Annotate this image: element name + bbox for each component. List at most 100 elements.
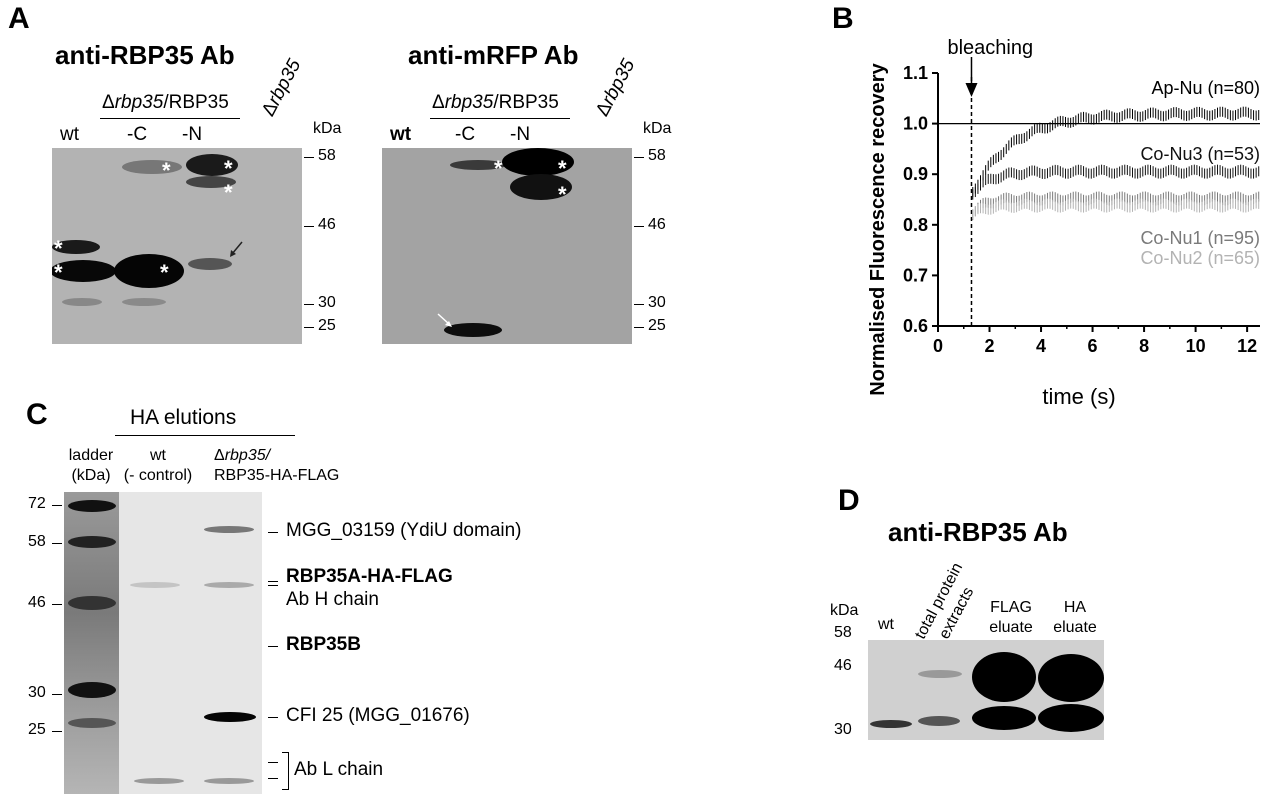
gel-band: [68, 500, 116, 512]
panel-c-marker-25: 25: [28, 721, 46, 738]
panel-c-header: HA elutions: [130, 406, 237, 429]
panel-a-left-blot: * * * * * *: [52, 148, 302, 344]
panel-a-left-lane-delta: Δrbp35: [258, 55, 306, 120]
y-tick-label: 0.9: [903, 164, 928, 184]
marker-tick: [304, 157, 314, 158]
y-tick-label: 0.8: [903, 215, 928, 235]
panel-a-left-group-line: [100, 118, 240, 119]
panel-a-right-blot: * * *: [382, 148, 632, 344]
panel-d-letter: D: [838, 484, 860, 517]
panel-a-right-group-label: Δrbp35/RBP35: [432, 92, 559, 113]
panel-a-left-marker-46: 46: [318, 216, 336, 233]
panel-a-right-marker-30: 30: [648, 294, 666, 311]
y-tick-label: 0.7: [903, 265, 928, 285]
star-marker: *: [54, 236, 63, 261]
marker-tick: [52, 694, 62, 695]
blot-band: [1038, 704, 1104, 732]
blot-band: [52, 240, 100, 254]
recovery-chart: bleaching 0.6 0.7 0.8 0.9 1.0 1.1 0 2 4 6 8 10 12 tim…: [867, 37, 1260, 409]
panel-c-annotation-cfi25: CFI 25 (MGG_01676): [286, 705, 470, 726]
gel-band: [68, 596, 116, 610]
y-tick-label: 1.0: [903, 114, 928, 134]
annotation-tick: [268, 581, 278, 582]
blot-band: [122, 298, 166, 306]
panel-d-marker-30: 30: [834, 721, 852, 738]
gel-band: [204, 526, 254, 533]
marker-tick: [304, 226, 314, 227]
panel-d-kda-label: kDa: [830, 602, 859, 619]
panel-c-marker-58: 58: [28, 533, 46, 550]
marker-tick: [52, 543, 62, 544]
arrow-icon: [437, 313, 452, 327]
gel-band: [204, 712, 256, 722]
blot-band: [918, 716, 960, 726]
gel-band: [204, 582, 254, 588]
blot-band: [918, 670, 962, 678]
panel-c-annotation-ab-l-chain: Ab L chain: [294, 759, 384, 780]
panel-c-gel: [64, 492, 262, 794]
marker-tick: [304, 327, 314, 328]
blot-band: [972, 706, 1036, 730]
panel-c-marker-30: 30: [28, 684, 46, 701]
panel-b-letter: B: [832, 2, 854, 35]
panel-c-marker-72: 72: [28, 495, 46, 512]
series-label: Co-Nu2 (n=65): [1140, 248, 1260, 268]
blot-band: [1038, 654, 1104, 702]
star-marker: *: [224, 156, 233, 181]
annotation-tick: [268, 585, 278, 586]
panel-a-letter: A: [8, 2, 30, 35]
panel-a-right-title: anti-mRFP Ab: [408, 40, 579, 70]
marker-tick: [52, 505, 62, 506]
star-marker: *: [162, 158, 171, 183]
blot-band: [186, 154, 238, 176]
panel-a-right-kda-label: kDa: [643, 120, 672, 137]
panel-a-left-lane-n: -N: [182, 124, 203, 145]
panel-a-right-marker-58: 58: [648, 147, 666, 164]
panel-a-right-lane-delta: Δrbp35: [592, 55, 640, 120]
panel-c-letter: C: [26, 398, 48, 431]
panel-a-left-kda-label: kDa: [313, 120, 342, 137]
star-marker: *: [558, 156, 567, 181]
panel-d-lane-wt: wt: [878, 616, 894, 633]
annotation-tick: [268, 717, 278, 718]
marker-tick: [52, 604, 62, 605]
x-tick-label: 2: [985, 336, 995, 356]
series-label: Ap-Nu (n=80): [1151, 78, 1260, 98]
blot-band: [188, 258, 232, 270]
panel-d-marker-46: 46: [834, 657, 852, 674]
marker-tick: [304, 304, 314, 305]
panel-a-right-marker-25: 25: [648, 317, 666, 334]
blot-band: [870, 720, 912, 728]
marker-tick: [52, 731, 62, 732]
star-marker: *: [558, 182, 567, 207]
star-marker: *: [160, 260, 169, 285]
panel-c-annotation-ab-h-chain: Ab H chain: [286, 589, 379, 610]
panel-d-lane-ha: HA eluate: [1053, 599, 1097, 636]
x-tick-label: 0: [933, 336, 943, 356]
x-tick-label: 10: [1186, 336, 1206, 356]
gel-band: [68, 718, 116, 728]
blot-band: [450, 160, 506, 170]
series-label: Co-Nu1 (n=95): [1140, 228, 1260, 248]
panel-c-annotation-rbp35b: RBP35B: [286, 634, 361, 655]
panel-c-annotation-mgg03159: MGG_03159 (YdiU domain): [286, 520, 522, 541]
panel-a-left-group-label: Δrbp35/RBP35: [102, 92, 229, 113]
annotation-tick: [268, 778, 278, 779]
marker-tick: [634, 157, 644, 158]
blot-band: [122, 160, 182, 174]
panel-c-lane-strain: Δrbp35/RBP35-HA-FLAG: [214, 447, 340, 484]
blot-band: [186, 176, 236, 188]
panel-d-blot: [868, 640, 1104, 740]
ab-l-chain-bracket: [282, 752, 289, 790]
star-marker: *: [224, 180, 233, 205]
x-tick-label: 4: [1036, 336, 1046, 356]
x-tick-label: 12: [1237, 336, 1257, 356]
gel-band: [130, 582, 180, 588]
star-marker: *: [494, 156, 503, 181]
gel-band: [68, 536, 116, 548]
bleaching-label: bleaching: [947, 37, 1033, 59]
panel-d-lane-flag: FLAG eluate: [989, 599, 1033, 636]
series-label: Co-Nu3 (n=53): [1140, 144, 1260, 164]
y-tick-label: 0.6: [903, 316, 928, 336]
panel-c-annotation-rbp35a: RBP35A-HA-FLAG: [286, 566, 453, 587]
